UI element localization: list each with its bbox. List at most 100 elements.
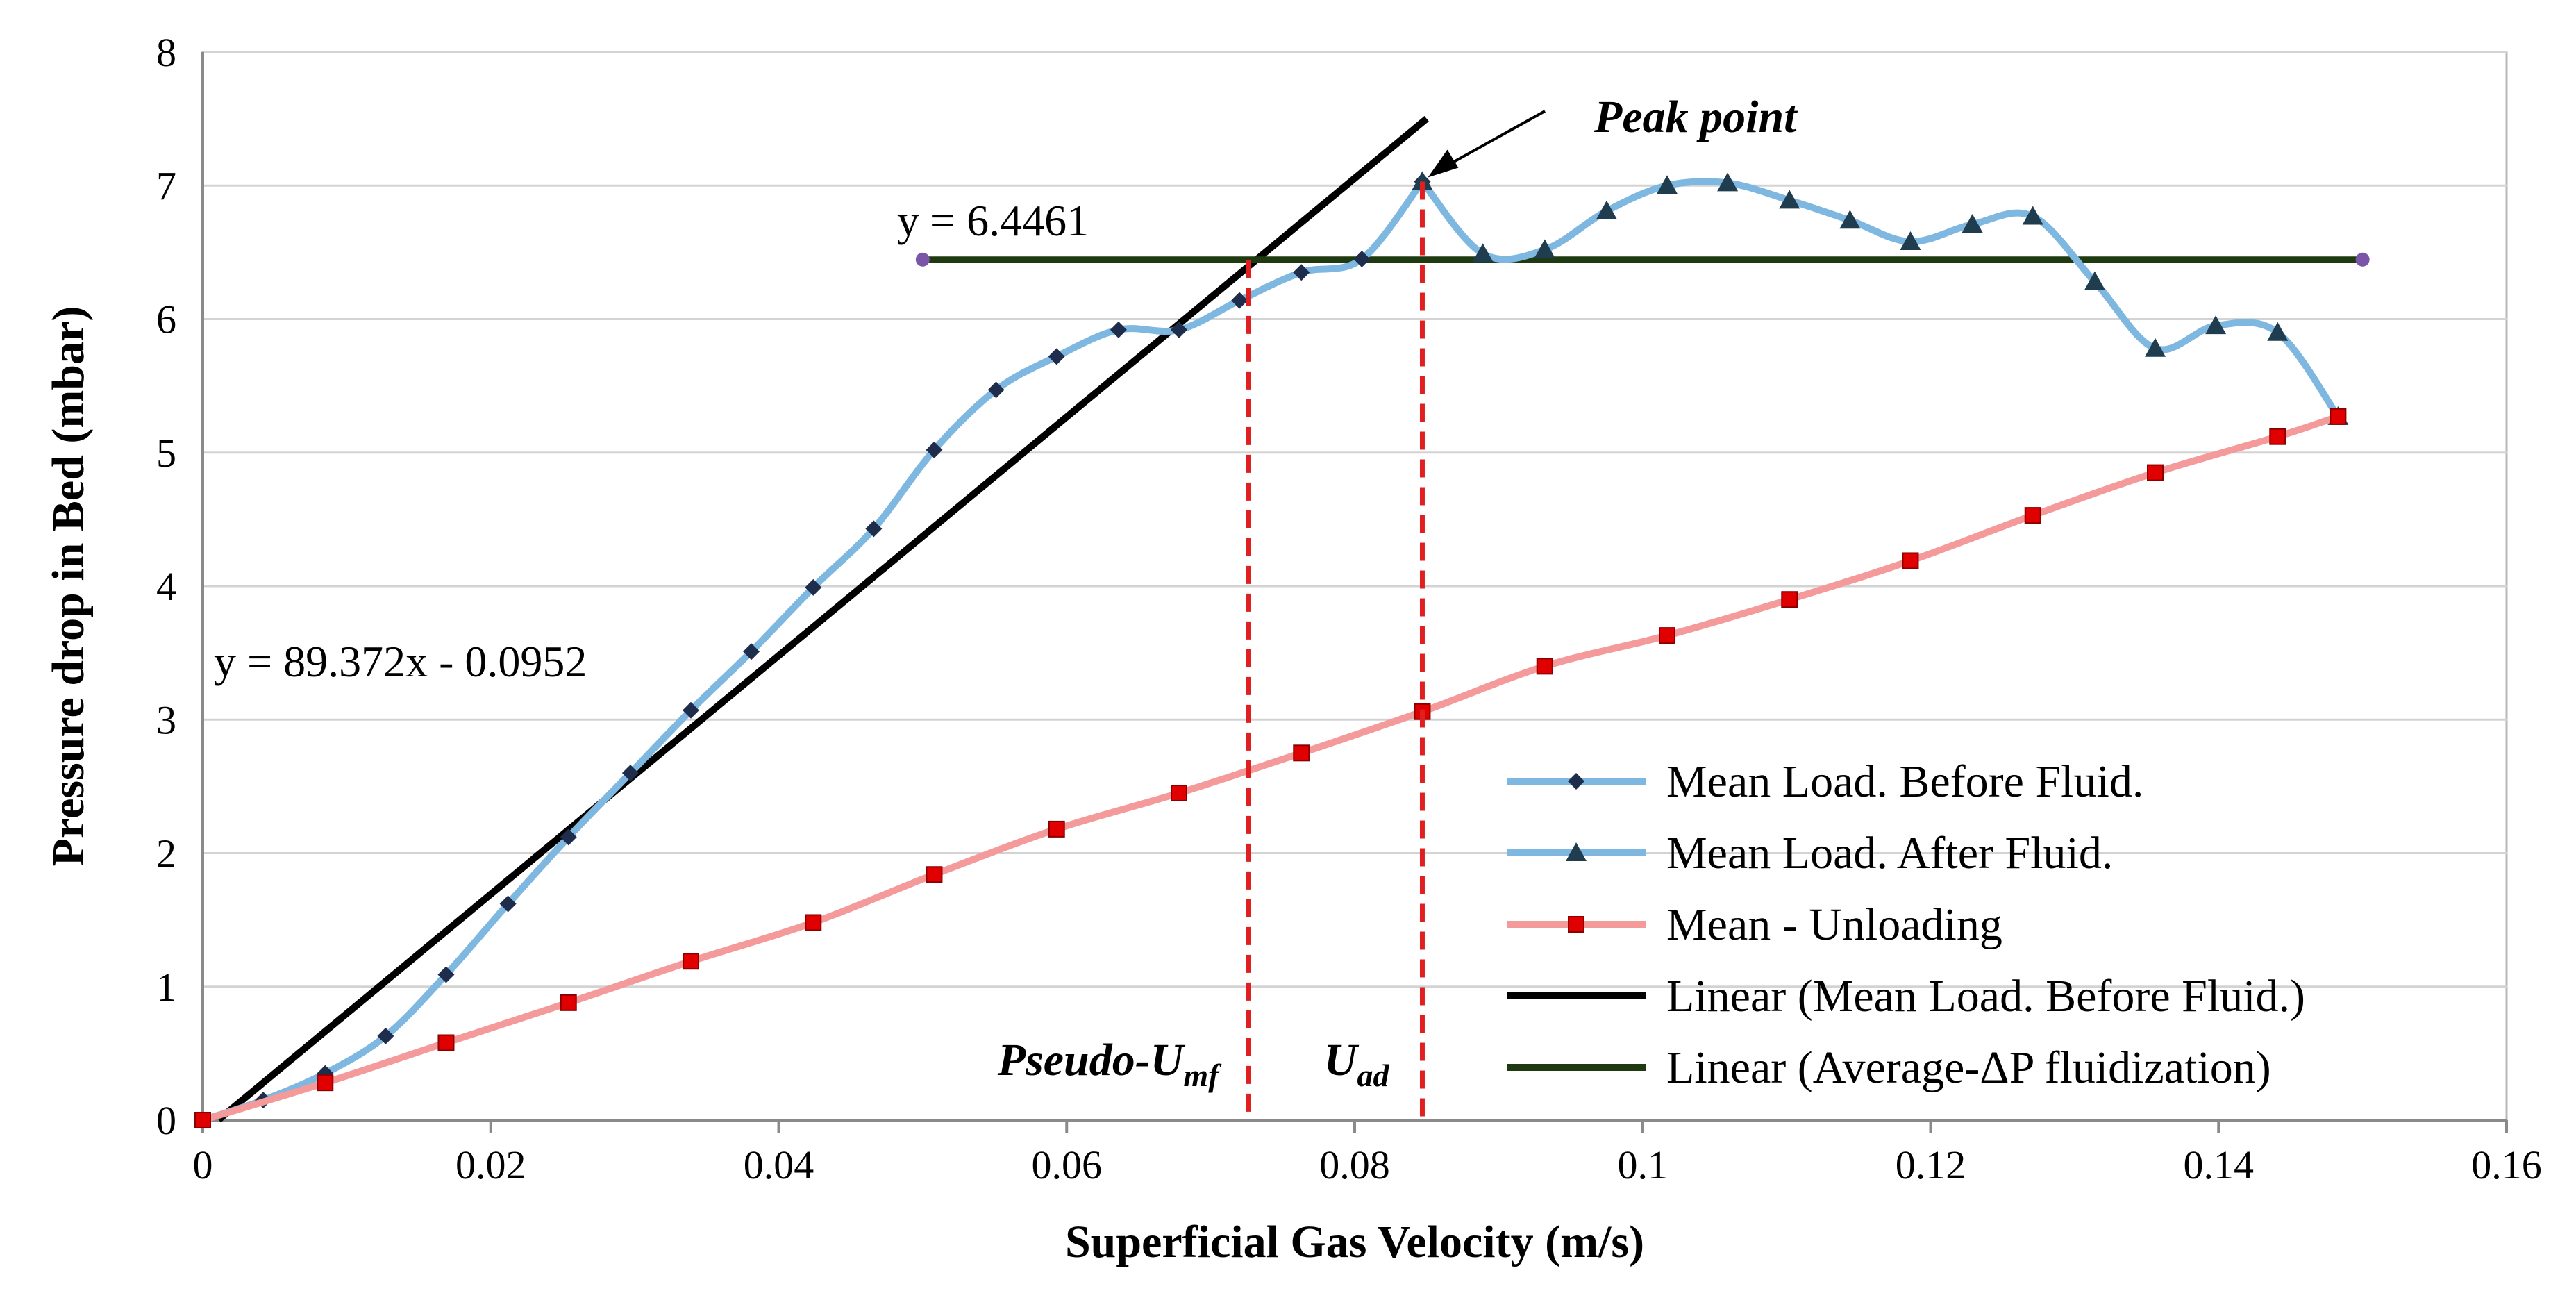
y-tick-label: 1	[156, 965, 176, 1010]
series-line-triangle	[1419, 178, 2342, 420]
data-point-diamond	[560, 828, 577, 846]
data-point-square	[683, 953, 700, 970]
axis-labels: Superficial Gas Velocity (m/s) Pressure …	[43, 306, 1644, 1267]
data-point-diamond	[499, 895, 517, 913]
data-point-diamond	[1231, 292, 1248, 309]
marker-label-main: Pseudo-U	[997, 1035, 1186, 1085]
data-point-square	[1781, 591, 1798, 608]
annotations: y = 6.4461 y = 89.372x - 0.0952 Peak point	[214, 92, 1798, 686]
data-point-triangle	[1412, 171, 1433, 190]
data-point-triangle	[1657, 175, 1678, 194]
data-point-triangle	[1962, 214, 1983, 233]
y-tick-label: 3	[156, 697, 176, 742]
data-point-triangle	[2267, 322, 2289, 341]
data-point-diamond	[865, 520, 883, 538]
peak-arrow-head	[1428, 149, 1459, 178]
data-point-diamond	[377, 1027, 394, 1044]
data-point-triangle	[1472, 243, 1494, 263]
x-tick-label: 0.04	[744, 1142, 814, 1188]
y-tick-label: 8	[156, 30, 176, 75]
data-point-diamond	[926, 441, 943, 458]
legend-swatch-marker	[1566, 842, 1587, 861]
peak-point-label: Peak point	[1594, 92, 1798, 142]
marker-label-subscript: ad	[1357, 1058, 1389, 1093]
legend: Mean Load. Before Fluid. Mean Load. After…	[1507, 756, 2305, 1093]
vertical-marker-label: Pseudo-Umf	[997, 1035, 1222, 1093]
data-point-triangle	[2022, 206, 2043, 225]
trendlines	[216, 116, 2370, 1123]
data-point-triangle	[2084, 271, 2105, 290]
data-point-square	[1293, 744, 1310, 762]
data-point-diamond	[743, 643, 760, 660]
data-point-square	[1902, 552, 1919, 569]
data-point-triangle	[1717, 172, 1739, 192]
data-point-diamond	[437, 966, 455, 983]
legend-label: Linear (Mean Load. Before Fluid.)	[1666, 971, 2305, 1022]
marker-label-subscript: mf	[1183, 1058, 1222, 1093]
y-tick-label: 2	[156, 831, 176, 876]
data-point-triangle	[2205, 315, 2227, 335]
legend-label: Mean Load. After Fluid.	[1666, 828, 2113, 878]
x-tick-label: 0.1	[1618, 1142, 1668, 1188]
data-point-square	[926, 866, 943, 883]
marker-label-main: U	[1324, 1035, 1360, 1085]
x-tick-label: 0.16	[2471, 1142, 2542, 1188]
data-point-diamond	[621, 765, 639, 782]
data-point-diamond	[1110, 321, 1127, 338]
peak-arrow-shaft	[1442, 110, 1546, 169]
y-axis-title: Pressure drop in Bed (mbar)	[43, 306, 94, 867]
trendline-linear-load	[216, 116, 1429, 1123]
data-point-diamond	[987, 381, 1005, 399]
data-point-triangle	[1534, 239, 1555, 258]
axes: 0 1 2 3 4 5 6 7 8 0 0.02 0.04 0.06 0.08 0.1 0.12 0.14 0.1…	[156, 30, 2542, 1188]
data-point-square	[194, 1112, 211, 1128]
data-point-triangle	[2145, 338, 2166, 357]
data-point-square	[2330, 408, 2347, 425]
x-tick-label: 0.12	[1896, 1142, 1966, 1188]
data-point-diamond	[1171, 321, 1188, 338]
y-tick-label: 0	[156, 1098, 176, 1143]
data-point-diamond	[1353, 250, 1371, 267]
data-point-square	[1659, 627, 1676, 644]
data-point-square	[805, 914, 822, 931]
legend-label: Linear (Average-ΔP fluidization)	[1666, 1042, 2271, 1093]
equation-linear: y = 89.372x - 0.0952	[214, 637, 587, 686]
y-tick-label: 4	[156, 564, 176, 609]
data-point-diamond	[1048, 348, 1065, 365]
x-tick-label: 0.14	[2184, 1142, 2255, 1188]
legend-label: Mean - Unloading	[1666, 899, 2002, 950]
trendline-endpoint	[2355, 252, 2370, 267]
y-tick-label: 7	[156, 163, 176, 208]
data-point-square	[1048, 820, 1065, 838]
y-tick-label: 5	[156, 431, 176, 476]
legend-swatch-marker	[1568, 773, 1584, 790]
data-point-diamond	[683, 701, 700, 719]
trendline-endpoint	[915, 252, 930, 267]
data-point-triangle	[1779, 190, 1800, 209]
x-tick-label: 0.08	[1319, 1142, 1390, 1188]
series-line-diamond	[199, 178, 1426, 1124]
data-point-square	[560, 994, 577, 1011]
data-point-square	[317, 1074, 334, 1092]
data-point-square	[2024, 507, 2041, 524]
vertical-marker-label: Uad	[1324, 1035, 1390, 1093]
data-point-square	[2269, 428, 2286, 445]
vertical-markers: Pseudo-Umf Uad	[997, 181, 1425, 1120]
data-point-square	[1171, 784, 1188, 801]
x-tick-label: 0.02	[455, 1142, 526, 1188]
data-point-square	[1536, 658, 1553, 675]
data-point-square	[437, 1034, 455, 1051]
x-tick-label: 0	[193, 1142, 213, 1188]
equation-average: y = 6.4461	[897, 196, 1089, 245]
legend-label: Mean Load. Before Fluid.	[1666, 756, 2143, 807]
data-point-triangle	[1900, 231, 1921, 250]
data-point-square	[2147, 464, 2164, 481]
data-point-triangle	[1839, 210, 1861, 229]
data-point-triangle	[1596, 200, 1617, 219]
x-axis-title: Superficial Gas Velocity (m/s)	[1065, 1217, 1644, 1267]
data-point-diamond	[1293, 264, 1310, 281]
data-point-diamond	[805, 578, 822, 596]
x-tick-label: 0.06	[1032, 1142, 1103, 1188]
y-tick-label: 6	[156, 297, 176, 342]
